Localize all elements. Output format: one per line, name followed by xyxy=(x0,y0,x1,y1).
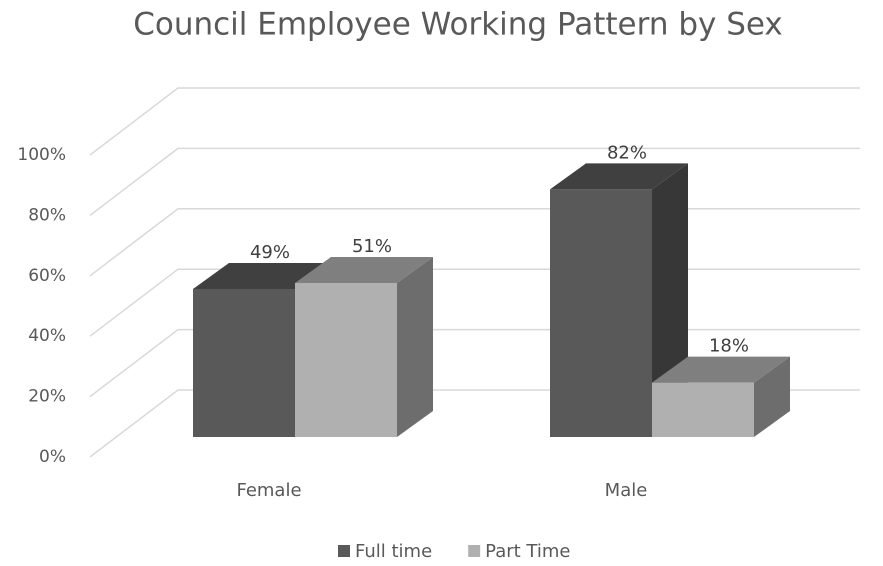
grid-line xyxy=(89,208,860,277)
bar-side xyxy=(397,256,433,437)
x-tick-label: Female xyxy=(236,480,301,501)
bar xyxy=(652,356,790,437)
data-label: 51% xyxy=(352,236,392,257)
grid-line xyxy=(89,147,860,216)
bar-front xyxy=(295,282,397,437)
legend-swatch xyxy=(468,545,481,557)
chart-title: Council Employee Working Pattern by Sex xyxy=(133,7,783,43)
legend-swatch xyxy=(338,545,350,557)
y-tick-label: 60% xyxy=(28,266,66,286)
bar-front xyxy=(652,382,754,437)
bar-top xyxy=(295,256,433,283)
legend-label: Full time xyxy=(355,541,432,562)
y-tick-label: 80% xyxy=(28,205,66,225)
legend-label: Part Time xyxy=(485,541,570,562)
bar-front xyxy=(550,189,652,437)
data-label: 49% xyxy=(250,242,290,263)
grid-line xyxy=(89,87,860,156)
bar-front xyxy=(193,289,295,437)
bar-side xyxy=(754,356,790,437)
y-tick-label: 40% xyxy=(28,326,66,346)
data-label: 82% xyxy=(607,142,647,163)
y-tick-label: 0% xyxy=(39,447,66,467)
bar xyxy=(295,256,433,437)
y-tick-label: 20% xyxy=(28,387,66,407)
bar-top xyxy=(550,163,688,190)
bar-top xyxy=(652,356,790,383)
x-tick-label: Male xyxy=(605,480,648,501)
data-label: 18% xyxy=(709,336,749,357)
y-tick-label: 100% xyxy=(17,145,66,165)
